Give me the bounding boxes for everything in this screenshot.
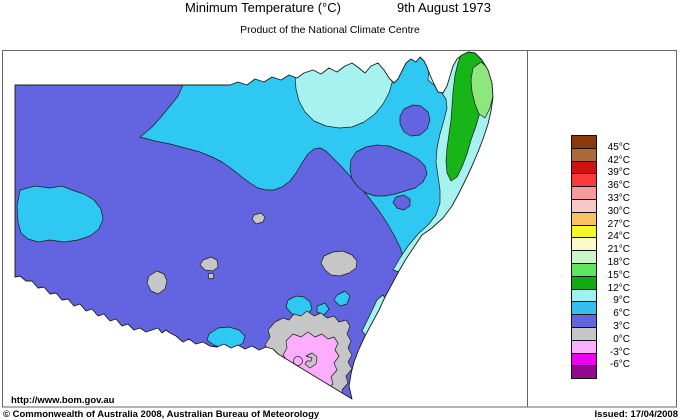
page-title: Minimum Temperature (°C)	[185, 0, 341, 15]
snowy-pink-ring-detail	[293, 356, 303, 366]
footer-issued-date: Issued: 17/04/2008	[594, 409, 678, 420]
page-title-date: 9th August 1973	[397, 0, 491, 15]
region-6-to-9c-small-patch-a	[316, 302, 330, 316]
region-0-to-3c-gray-blob-3	[251, 212, 266, 225]
region-3-to-6c-ne-patch-3	[392, 194, 411, 211]
nsw-state-border	[14, 51, 494, 400]
map-frame	[2, 50, 677, 408]
region-0-to-3c-gray-blob-west	[146, 270, 168, 295]
region-6-to-9c-small-patch-b	[333, 290, 351, 307]
region-3-to-6c-ne-patch-1	[399, 104, 431, 137]
region-0-to-3c-gray-blob-east	[320, 250, 358, 277]
snowy-gray-hook-detail	[304, 352, 318, 369]
region-6-to-9c-south-border-patch	[206, 326, 246, 350]
region-6-to-9c-west-tongue	[16, 185, 104, 243]
region-0-to-3c-gray-blob-2	[199, 256, 219, 272]
page-subtitle: Product of the National Climate Centre	[240, 24, 420, 36]
region-3-to-6c-ne-patch-2	[349, 144, 428, 197]
region-6-to-9c-patch-north-of-mountains	[285, 295, 313, 318]
footer-url: http://www.bom.gov.au	[11, 395, 115, 406]
region-0-to-3c-gray-dot	[207, 272, 215, 280]
footer-copyright: © Commonwealth of Australia 2008, Austra…	[3, 409, 320, 420]
